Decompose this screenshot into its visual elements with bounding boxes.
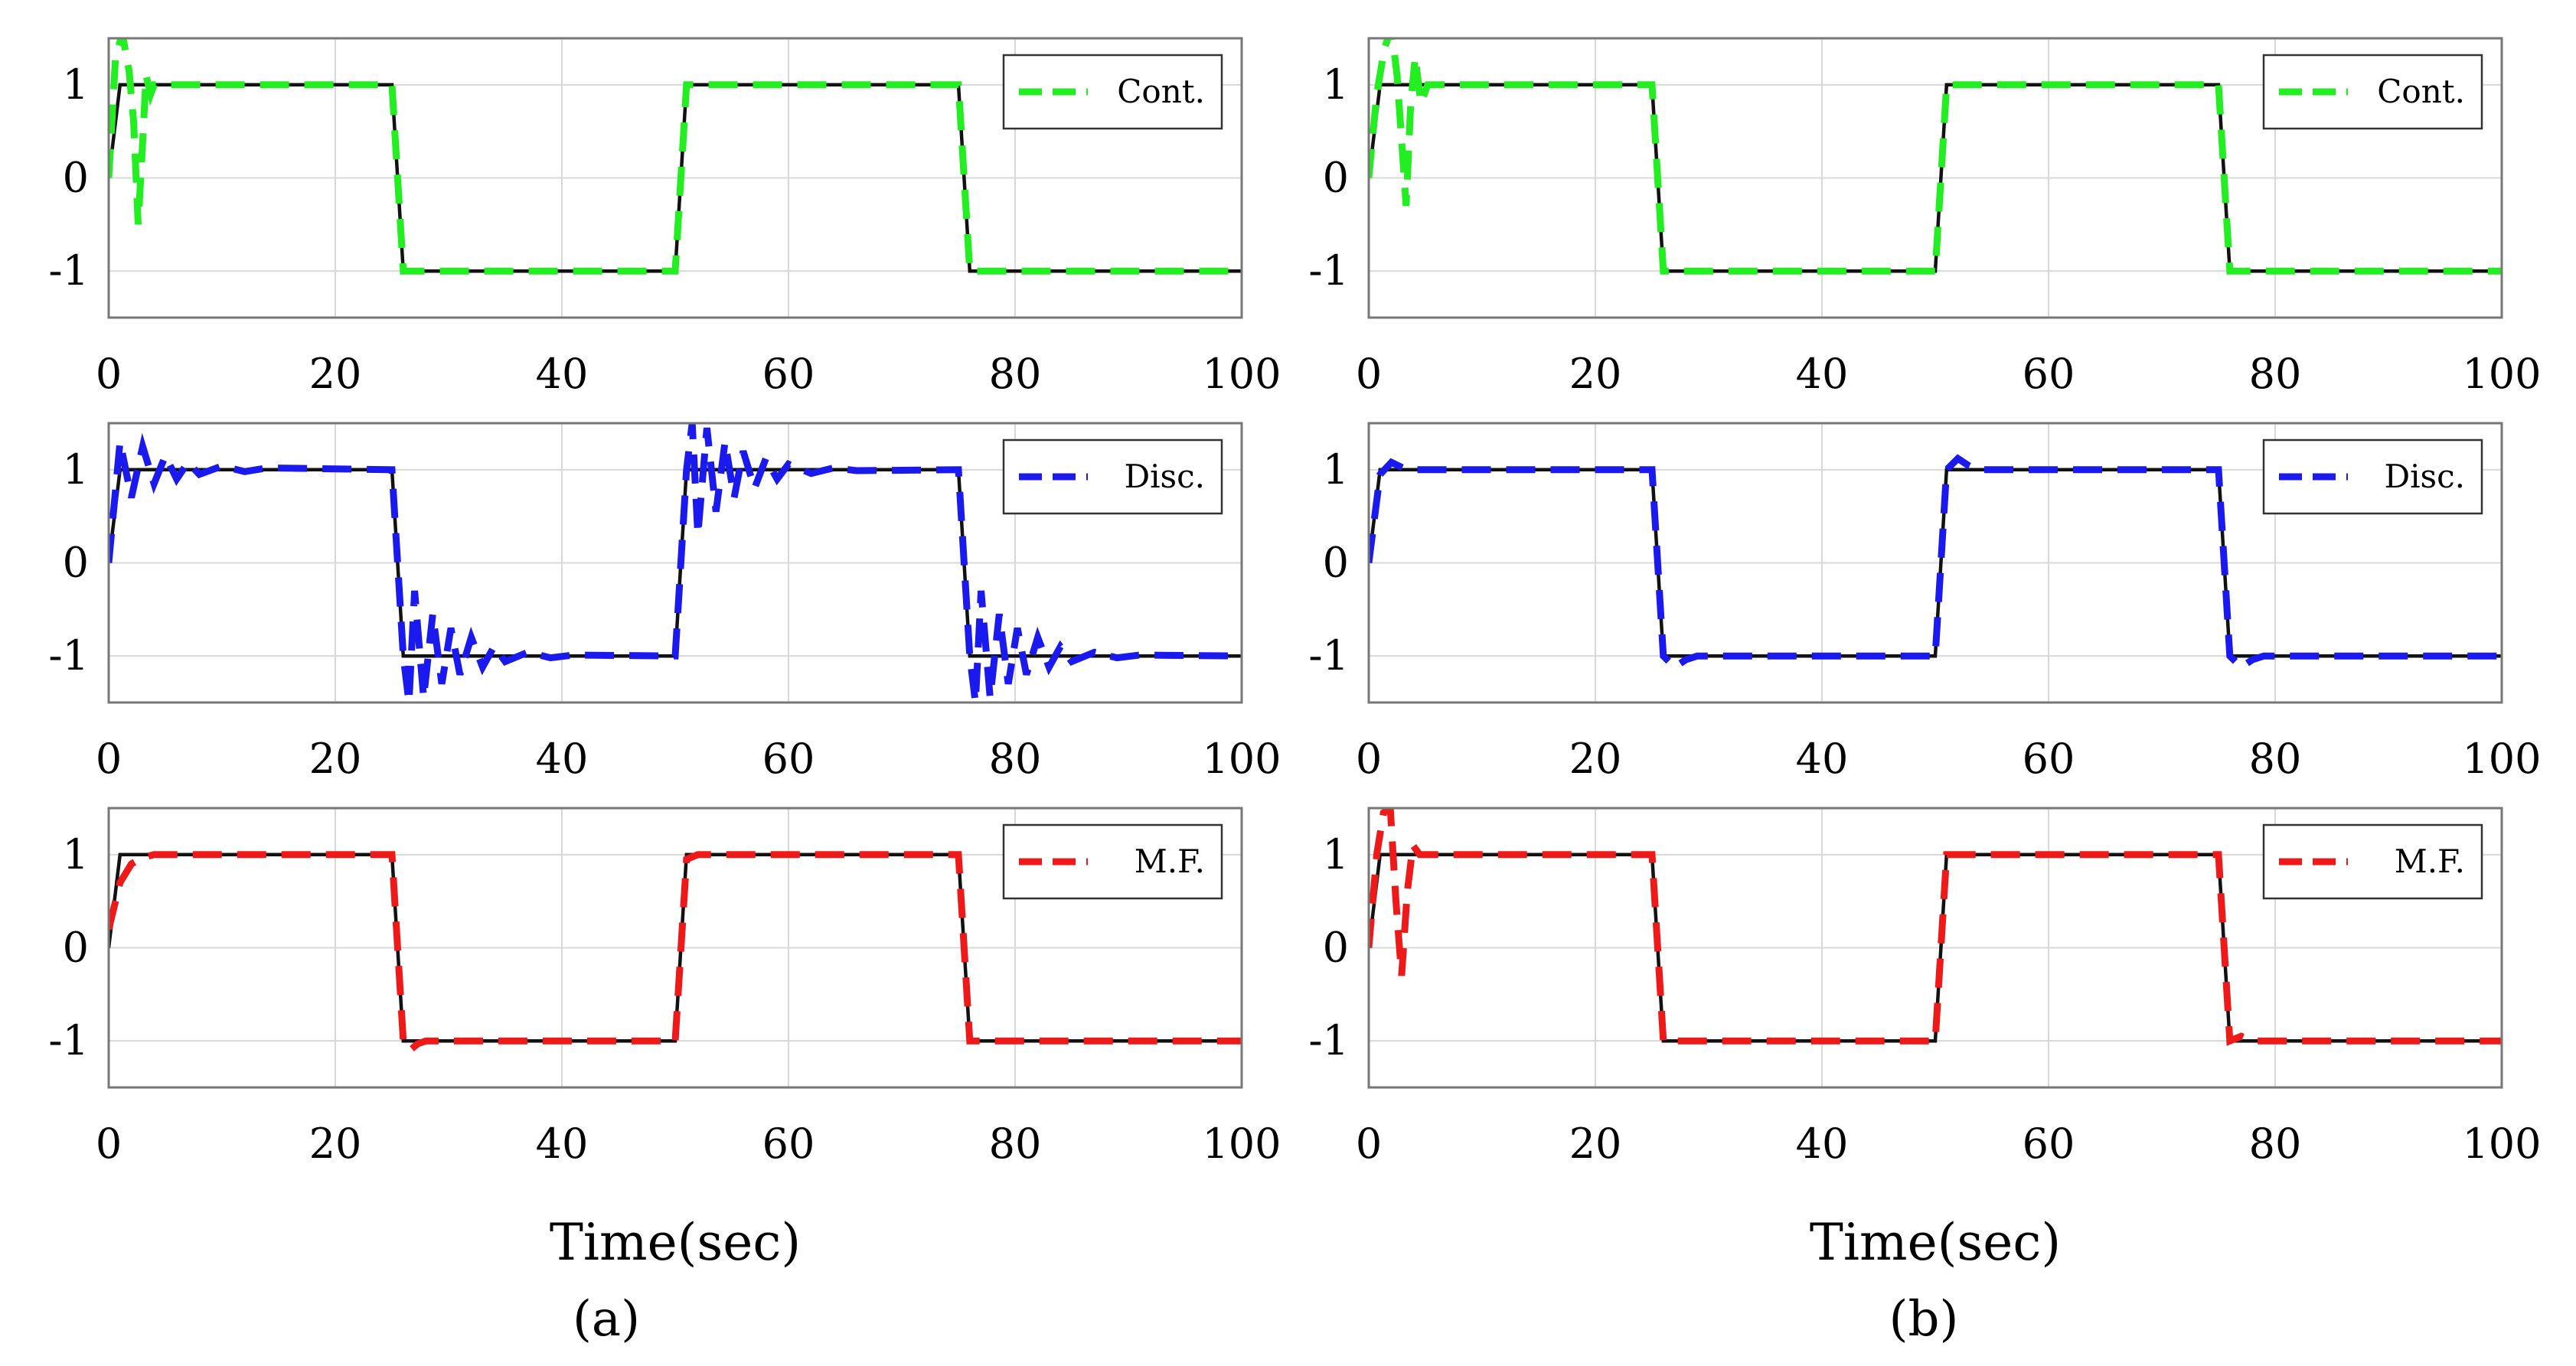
panel-label-b: (b) <box>1889 1291 1959 1348</box>
axes-box <box>1367 807 2503 1089</box>
x-tick-label: 100 <box>1202 735 1281 783</box>
y-tick-label: -1 <box>1308 1016 1349 1064</box>
legend: M.F. <box>2262 823 2483 900</box>
x-tick-label: 40 <box>536 1120 589 1168</box>
y-tick-label: 0 <box>1323 924 1349 972</box>
series-line-cont <box>109 38 1242 275</box>
y-tick-label: -1 <box>1308 246 1349 295</box>
plot-area <box>1369 38 2502 275</box>
subplot-b-2: 0 20 40 60 80 100 1 0 -1 M.F. Time(sec) <box>1308 807 2542 1272</box>
y-tick-label: -1 <box>48 246 89 295</box>
subplot-b-0: 0 20 40 60 80 100 1 0 -1 Cont. <box>1308 37 2542 398</box>
x-tick-label: 40 <box>536 735 589 783</box>
subplot-a-1: 0 20 40 60 80 100 1 0 -1 Disc. <box>48 422 1281 783</box>
y-tick-label: 0 <box>1323 154 1349 202</box>
x-tick-label: 80 <box>989 735 1042 783</box>
x-tick-label: 0 <box>96 350 122 398</box>
x-tick-label: 80 <box>2249 1120 2302 1168</box>
axes-box <box>1367 422 2503 704</box>
axes-box <box>107 807 1243 1089</box>
x-tick-label: 0 <box>1356 735 1382 783</box>
plot-area <box>109 423 1242 703</box>
x-tick-label: 20 <box>1569 1120 1622 1168</box>
axes-box <box>107 422 1243 704</box>
x-tick-label: 40 <box>1796 350 1849 398</box>
y-tick-label: 0 <box>63 154 89 202</box>
legend: Disc. <box>2262 438 2483 515</box>
legend: M.F. <box>1002 823 1223 900</box>
x-tick-label: 80 <box>989 1120 1042 1168</box>
series-line-disc <box>109 423 1242 703</box>
plot-area <box>109 851 1242 1055</box>
y-tick-label: 1 <box>1323 60 1349 109</box>
x-tick-label: 60 <box>762 350 815 398</box>
legend: Cont. <box>2262 54 2483 130</box>
y-tick-label: 0 <box>63 924 89 972</box>
x-tick-label: 20 <box>309 1120 362 1168</box>
x-tick-label: 40 <box>536 350 589 398</box>
x-tick-label: 80 <box>989 350 1042 398</box>
legend-label: Disc. <box>1124 458 1205 495</box>
x-tick-label: 100 <box>1202 1120 1281 1168</box>
y-tick-label: 1 <box>63 830 89 879</box>
x-tick-label: 0 <box>96 1120 122 1168</box>
legend: Disc. <box>1002 438 1223 515</box>
legend-label: Cont. <box>1117 73 1205 110</box>
legend: Cont. <box>1002 54 1223 130</box>
x-tick-label: 100 <box>2462 735 2541 783</box>
x-tick-label: 80 <box>2249 350 2302 398</box>
y-tick-label: 0 <box>1323 539 1349 587</box>
subplot-b-1: 0 20 40 60 80 100 1 0 -1 Disc. <box>1308 422 2542 783</box>
x-tick-label: 60 <box>2023 735 2075 783</box>
y-tick-label: 1 <box>63 445 89 494</box>
series-line-mf <box>109 851 1242 1055</box>
legend-label: Cont. <box>2377 73 2465 110</box>
y-tick-label: -1 <box>48 1016 89 1064</box>
plot-area <box>109 38 1242 275</box>
x-tick-label: 40 <box>1796 1120 1849 1168</box>
x-tick-label: 60 <box>762 1120 815 1168</box>
x-axis-label: Time(sec) <box>1810 1213 2061 1272</box>
x-tick-label: 20 <box>309 735 362 783</box>
x-tick-label: 100 <box>1202 350 1281 398</box>
x-axis-label: Time(sec) <box>550 1213 801 1272</box>
legend-label: M.F. <box>2395 843 2465 880</box>
x-tick-label: 80 <box>2249 735 2302 783</box>
legend-label: Disc. <box>2384 458 2465 495</box>
panel-label-a: (a) <box>573 1291 640 1348</box>
x-tick-label: 60 <box>762 735 815 783</box>
axes-box <box>107 37 1243 319</box>
y-tick-label: 1 <box>63 60 89 109</box>
x-tick-label: 20 <box>1569 735 1622 783</box>
x-tick-label: 60 <box>2023 350 2075 398</box>
axes-box <box>1367 37 2503 319</box>
x-tick-label: 20 <box>1569 350 1622 398</box>
plot-area <box>1369 454 2502 672</box>
x-tick-label: 20 <box>309 350 362 398</box>
y-tick-label: -1 <box>48 631 89 680</box>
subplot-a-2: 0 20 40 60 80 100 1 0 -1 M.F. Time(sec) <box>48 807 1281 1272</box>
x-tick-label: 0 <box>96 735 122 783</box>
x-tick-label: 60 <box>2023 1120 2075 1168</box>
subplot-a-0: 0 20 40 60 80 100 1 0 -1 Cont. <box>48 37 1281 398</box>
x-tick-label: 0 <box>1356 1120 1382 1168</box>
x-tick-label: 100 <box>2462 350 2541 398</box>
x-tick-label: 100 <box>2462 1120 2541 1168</box>
x-tick-label: 40 <box>1796 735 1849 783</box>
y-tick-label: -1 <box>1308 631 1349 680</box>
series-line-cont <box>1369 38 2502 275</box>
y-tick-label: 1 <box>1323 830 1349 879</box>
y-tick-label: 0 <box>63 539 89 587</box>
y-tick-label: 1 <box>1323 445 1349 494</box>
legend-label: M.F. <box>1135 843 1205 880</box>
x-tick-label: 0 <box>1356 350 1382 398</box>
